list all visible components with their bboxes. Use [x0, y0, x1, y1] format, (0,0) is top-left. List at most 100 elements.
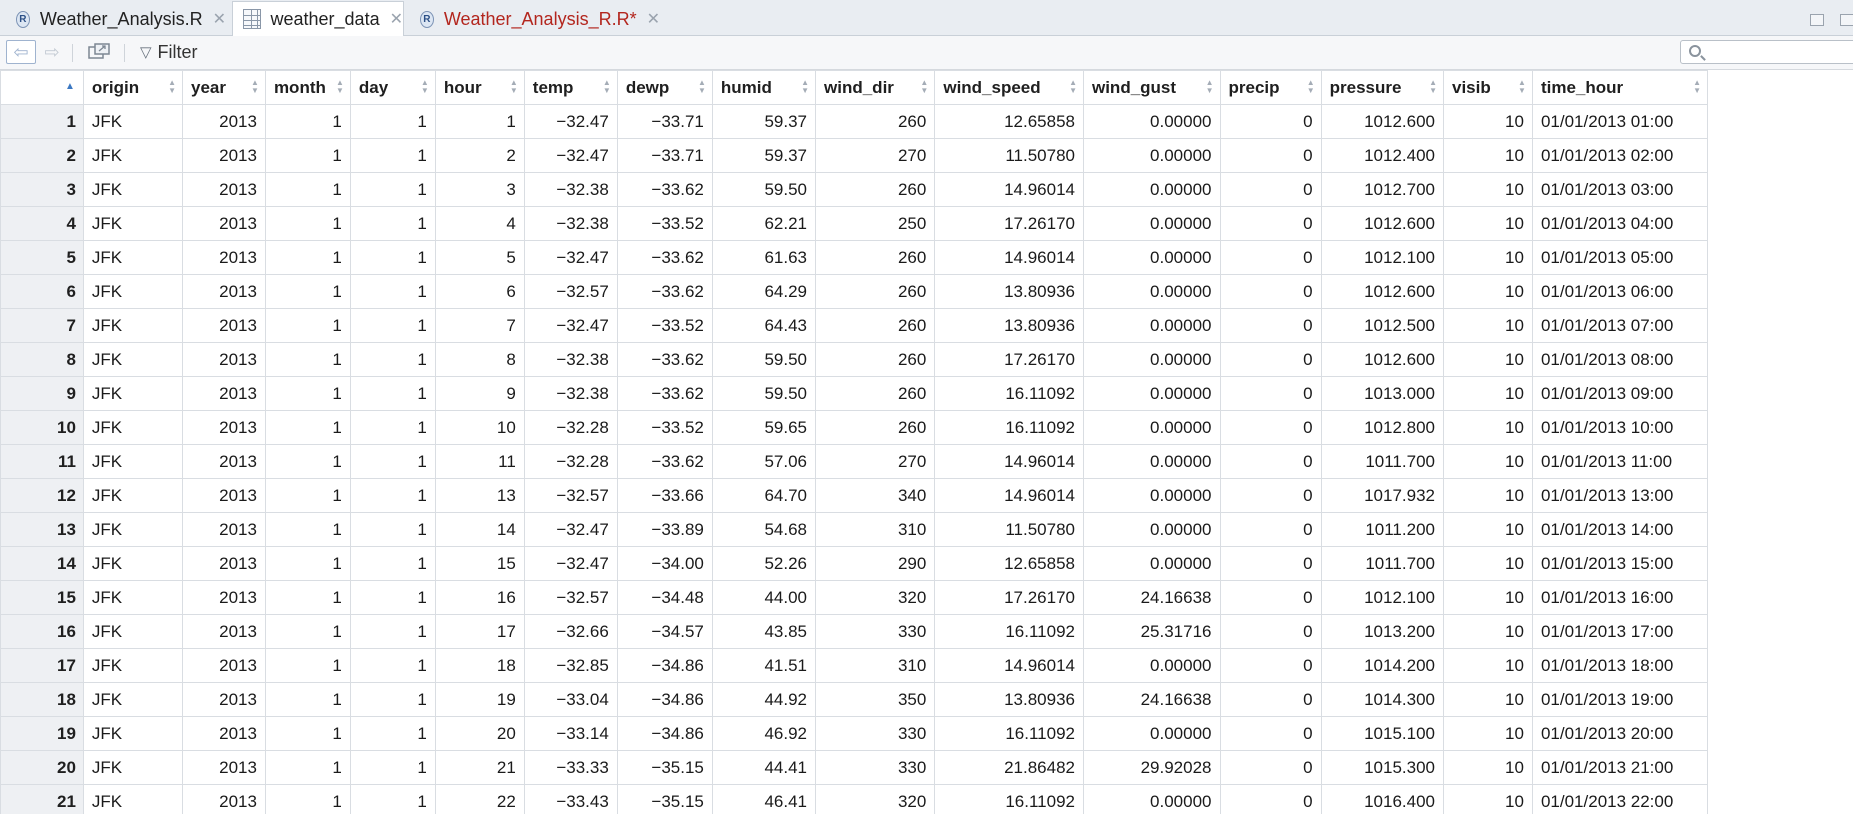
- tab-weather-data[interactable]: weather_data ✕: [232, 1, 404, 36]
- cell-day: 1: [349, 580, 436, 615]
- search-input[interactable]: [1680, 40, 1853, 64]
- table-row[interactable]: 16 JFK 2013 1 1 17 −32.66 −34.57 43.85 330 16.1109…: [0, 614, 1709, 649]
- maximize-pane-icon[interactable]: [1840, 14, 1853, 26]
- table-row[interactable]: 4 JFK 2013 1 1 4 −32.38 −33.52 62.21 250 17.26170 0…: [0, 206, 1709, 241]
- cell-visib: 10: [1442, 648, 1533, 683]
- sort-toggle-icon[interactable]: ▲ ▼: [1429, 78, 1437, 95]
- row-number: 3: [0, 172, 84, 207]
- cell-visib: 10: [1442, 682, 1533, 717]
- table-row[interactable]: 20 JFK 2013 1 1 21 −33.33 −35.15 44.41 330 21.8648…: [0, 750, 1709, 785]
- sort-toggle-icon[interactable]: ▲ ▼: [801, 78, 810, 95]
- forward-arrow-icon[interactable]: ⇨: [44, 41, 60, 62]
- cell-time-hour: 01/01/2013 02:00: [1531, 138, 1709, 173]
- sort-toggle-icon[interactable]: ▲ ▼: [335, 78, 344, 95]
- column-header-day[interactable]: day ▲ ▼: [349, 70, 436, 105]
- cell-day: 1: [349, 682, 436, 717]
- cell-humid: 43.85: [711, 614, 817, 649]
- table-row[interactable]: 10 JFK 2013 1 1 10 −32.28 −33.52 59.65 260 16.1109…: [0, 410, 1709, 445]
- table-row[interactable]: 5 JFK 2013 1 1 5 −32.47 −33.62 61.63 260 14.96014 0…: [0, 240, 1709, 275]
- tab-weather-analysis-r-r[interactable]: R Weather_Analysis_R.R* ✕: [410, 2, 660, 36]
- cell-origin: JFK: [82, 546, 184, 581]
- sort-toggle-icon[interactable]: ▲ ▼: [1518, 78, 1526, 95]
- row-index-header[interactable]: ▲: [0, 70, 84, 105]
- cell-hour: 14: [434, 512, 525, 547]
- column-header-label: day: [358, 77, 389, 97]
- cell-wind-speed: 14.96014: [934, 478, 1084, 513]
- table-row[interactable]: 3 JFK 2013 1 1 3 −32.38 −33.62 59.50 260 14.96014 0…: [0, 172, 1709, 207]
- minimize-pane-icon[interactable]: [1810, 14, 1824, 26]
- column-header-dewp[interactable]: dewp ▲ ▼: [616, 70, 713, 105]
- column-header-humid[interactable]: humid ▲ ▼: [711, 70, 817, 105]
- column-header-wind-gust[interactable]: wind_gust ▲ ▼: [1082, 70, 1221, 105]
- popout-window-icon[interactable]: [86, 40, 112, 64]
- cell-wind-dir: 260: [815, 308, 936, 343]
- cell-visib: 10: [1442, 138, 1533, 173]
- cell-temp: −33.14: [523, 716, 618, 751]
- tab-weather-analysis-r[interactable]: R Weather_Analysis.R ✕: [6, 2, 226, 36]
- table-row[interactable]: 11 JFK 2013 1 1 11 −32.28 −33.62 57.06 270 14.9601…: [0, 444, 1709, 479]
- column-header-wind-speed[interactable]: wind_speed ▲ ▼: [934, 70, 1084, 105]
- table-row[interactable]: 21 JFK 2013 1 1 22 −33.43 −35.15 46.41 320 16.1109…: [0, 784, 1709, 814]
- cell-temp: −32.28: [523, 410, 618, 445]
- filter-button[interactable]: ▽ Filter: [140, 40, 220, 64]
- table-row[interactable]: 18 JFK 2013 1 1 19 −33.04 −34.86 44.92 350 13.8093…: [0, 682, 1709, 717]
- sort-toggle-icon[interactable]: ▲ ▼: [1306, 78, 1315, 95]
- sort-toggle-icon[interactable]: ▲ ▼: [920, 78, 929, 95]
- table-row[interactable]: 2 JFK 2013 1 1 2 −32.47 −33.71 59.37 270 11.50780 0…: [0, 138, 1709, 173]
- cell-pressure: 1011.200: [1320, 512, 1444, 547]
- sort-toggle-icon[interactable]: ▲ ▼: [697, 78, 706, 95]
- cell-wind-speed: 13.80936: [934, 308, 1084, 343]
- row-number: 20: [0, 750, 84, 785]
- table-row[interactable]: 7 JFK 2013 1 1 7 −32.47 −33.52 64.43 260 13.80936 0…: [0, 308, 1709, 343]
- table-row[interactable]: 15 JFK 2013 1 1 16 −32.57 −34.48 44.00 320 17.2617…: [0, 580, 1709, 615]
- table-row[interactable]: 13 JFK 2013 1 1 14 −32.47 −33.89 54.68 310 11.5078…: [0, 512, 1709, 547]
- cell-origin: JFK: [82, 716, 184, 751]
- cell-hour: 2: [434, 138, 525, 173]
- table-row[interactable]: 12 JFK 2013 1 1 13 −32.57 −33.66 64.70 340 14.9601…: [0, 478, 1709, 513]
- back-arrow-icon[interactable]: ⇦: [6, 40, 36, 64]
- table-row[interactable]: 1 JFK 2013 1 1 1 −32.47 −33.71 59.37 260 12.65858 0…: [0, 104, 1709, 139]
- cell-year: 2013: [182, 682, 266, 717]
- cell-day: 1: [349, 478, 436, 513]
- cell-wind-dir: 270: [815, 444, 936, 479]
- sort-toggle-icon[interactable]: ▲ ▼: [1693, 78, 1701, 95]
- table-row[interactable]: 19 JFK 2013 1 1 20 −33.14 −34.86 46.92 330 16.1109…: [0, 716, 1709, 751]
- table-row[interactable]: 17 JFK 2013 1 1 18 −32.85 −34.86 41.51 310 14.9601…: [0, 648, 1709, 683]
- column-header-pressure[interactable]: pressure ▲ ▼: [1320, 70, 1444, 105]
- cell-origin: JFK: [82, 478, 184, 513]
- sort-toggle-icon[interactable]: ▲ ▼: [509, 78, 518, 95]
- table-row[interactable]: 9 JFK 2013 1 1 9 −32.38 −33.62 59.50 260 16.11092 0…: [0, 376, 1709, 411]
- sort-toggle-icon[interactable]: ▲ ▼: [168, 78, 177, 95]
- column-header-time-hour[interactable]: time_hour ▲ ▼: [1531, 70, 1709, 105]
- table-row[interactable]: 6 JFK 2013 1 1 6 −32.57 −33.62 64.29 260 13.80936 0…: [0, 274, 1709, 309]
- column-header-precip[interactable]: precip ▲ ▼: [1219, 70, 1322, 105]
- sort-toggle-icon[interactable]: ▲ ▼: [1069, 78, 1077, 95]
- column-header-year[interactable]: year ▲ ▼: [182, 70, 266, 105]
- close-icon[interactable]: ✕: [646, 11, 660, 28]
- table-row[interactable]: 8 JFK 2013 1 1 8 −32.38 −33.62 59.50 260 17.26170 0…: [0, 342, 1709, 377]
- sort-toggle-icon[interactable]: ▲ ▼: [420, 78, 429, 95]
- column-header-visib[interactable]: visib ▲ ▼: [1442, 70, 1533, 105]
- tab-label: weather_data: [270, 8, 380, 29]
- cell-time-hour: 01/01/2013 20:00: [1531, 716, 1709, 751]
- sort-toggle-icon[interactable]: ▲ ▼: [1205, 78, 1214, 95]
- column-header-wind-dir[interactable]: wind_dir ▲ ▼: [815, 70, 936, 105]
- cell-year: 2013: [182, 648, 266, 683]
- cell-month: 1: [264, 138, 351, 173]
- cell-wind-speed: 14.96014: [934, 444, 1084, 479]
- table-row[interactable]: 14 JFK 2013 1 1 15 −32.47 −34.00 52.26 290 12.6585…: [0, 546, 1709, 581]
- close-icon[interactable]: ✕: [389, 11, 403, 28]
- sort-toggle-icon[interactable]: ▲ ▼: [251, 78, 259, 95]
- cell-origin: JFK: [82, 682, 184, 717]
- column-header-label: dewp: [625, 77, 670, 97]
- close-icon[interactable]: ✕: [212, 11, 226, 28]
- cell-wind-dir: 310: [815, 648, 936, 683]
- column-header-month[interactable]: month ▲ ▼: [264, 70, 351, 105]
- column-header-hour[interactable]: hour ▲ ▼: [434, 70, 525, 105]
- cell-wind-speed: 13.80936: [934, 682, 1084, 717]
- cell-pressure: 1012.600: [1320, 104, 1444, 139]
- column-header-temp[interactable]: temp ▲ ▼: [523, 70, 618, 105]
- column-header-origin[interactable]: origin ▲ ▼: [82, 70, 184, 105]
- sort-toggle-icon[interactable]: ▲ ▼: [602, 78, 611, 95]
- cell-temp: −32.47: [523, 512, 618, 547]
